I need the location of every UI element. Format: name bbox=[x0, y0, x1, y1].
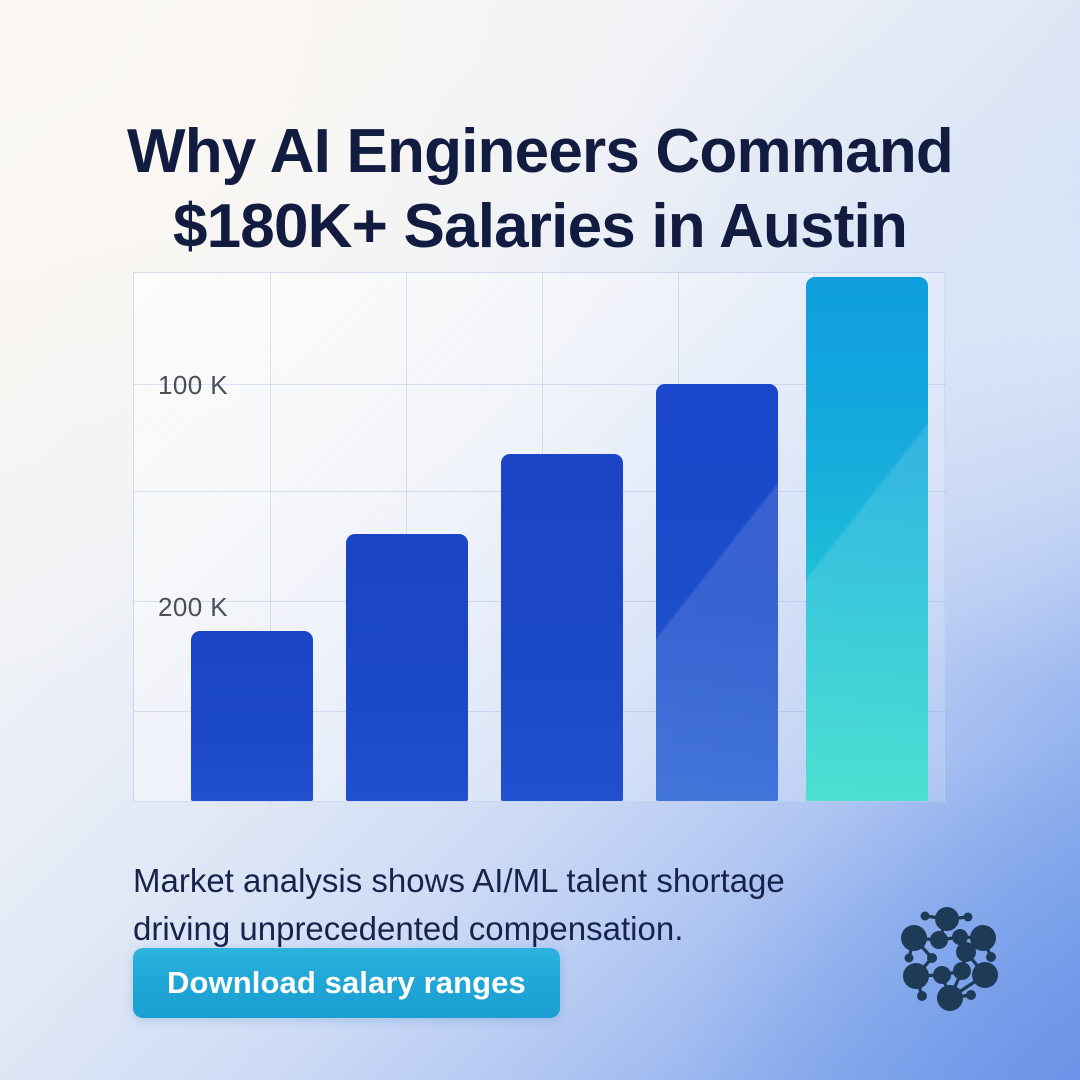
logo-node bbox=[901, 925, 927, 951]
page-title-line-1: Why AI Engineers Command bbox=[127, 116, 954, 186]
page-title: Why AI Engineers Command $180K+ Salaries… bbox=[0, 114, 1080, 265]
logo-node bbox=[953, 962, 971, 980]
chart-gridline-horizontal bbox=[134, 384, 946, 385]
chart-gridline-vertical bbox=[270, 273, 271, 803]
download-salary-ranges-button[interactable]: Download salary ranges bbox=[133, 948, 560, 1018]
logo-node bbox=[917, 991, 927, 1001]
logo-node bbox=[930, 931, 948, 949]
logo-node bbox=[970, 925, 996, 951]
logo-node bbox=[935, 907, 959, 931]
logo-node bbox=[903, 963, 929, 989]
logo-node bbox=[927, 953, 937, 963]
chart-bar bbox=[346, 534, 468, 801]
chart-plot-area bbox=[134, 273, 946, 803]
logo-node bbox=[972, 962, 998, 988]
network-nodes-logo bbox=[901, 907, 998, 1011]
logo-node bbox=[933, 966, 951, 984]
logo-node bbox=[904, 953, 914, 963]
page-title-line-2: $180K+ Salaries in Austin bbox=[172, 192, 908, 262]
chart-y-tick-label: 100 K bbox=[158, 370, 228, 400]
logo-node bbox=[937, 985, 963, 1011]
logo-node bbox=[956, 942, 976, 962]
chart-bar bbox=[806, 277, 928, 801]
chart-y-tick-label: 200 K bbox=[158, 592, 228, 622]
logo-node bbox=[920, 911, 930, 921]
logo-node bbox=[966, 990, 976, 1000]
logo-node bbox=[986, 952, 996, 962]
salary-bar-chart bbox=[133, 272, 946, 803]
subtitle: Market analysis shows AI/ML talent short… bbox=[133, 857, 923, 952]
chart-bar bbox=[501, 454, 623, 801]
logo-node bbox=[963, 912, 973, 922]
logo-node bbox=[952, 929, 968, 945]
subtitle-line-1: Market analysis shows AI/ML talent short… bbox=[133, 862, 785, 899]
chart-bar bbox=[191, 631, 313, 801]
subtitle-line-2: driving unprecedented compensation. bbox=[133, 909, 684, 947]
chart-bar bbox=[656, 384, 778, 801]
download-salary-ranges-label: Download salary ranges bbox=[167, 965, 526, 1000]
